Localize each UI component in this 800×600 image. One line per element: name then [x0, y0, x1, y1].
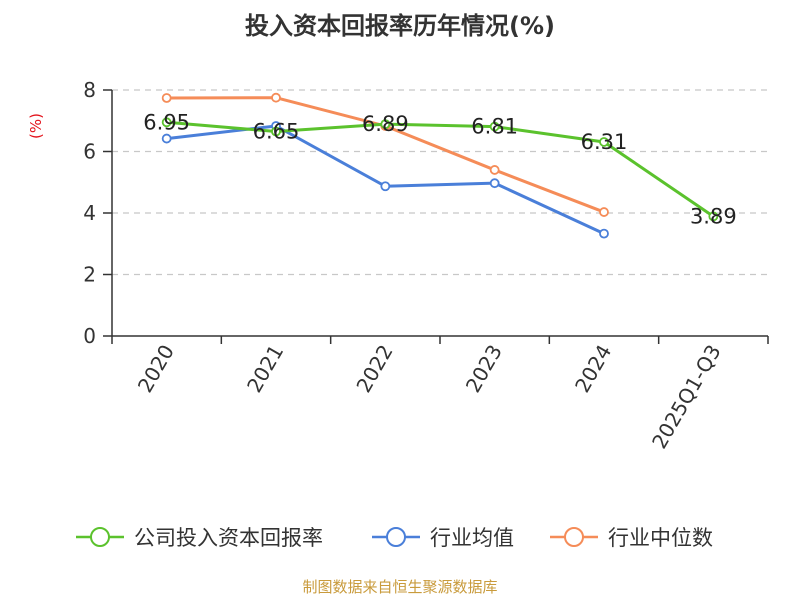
- data-point: [599, 137, 609, 147]
- data-label: 6.65: [253, 120, 300, 144]
- chart-title: 投入资本回报率历年情况(%): [245, 12, 555, 40]
- data-label: 6.31: [581, 130, 628, 154]
- legend-item: 公司投入资本回报率: [76, 526, 323, 550]
- y-tick-label: 4: [83, 201, 96, 225]
- data-label: 3.89: [690, 204, 737, 228]
- data-label: 6.95: [143, 110, 190, 134]
- legend-swatch-marker: [564, 527, 584, 547]
- data-point: [708, 211, 719, 222]
- data-label: 6.89: [362, 112, 409, 136]
- data-point: [489, 121, 500, 132]
- legend-item: 行业中位数: [550, 526, 713, 550]
- data-point: [271, 126, 281, 137]
- series-line: [166, 124, 605, 235]
- x-tick-label: 2025Q1-Q3: [647, 341, 726, 453]
- x-tick-label: 2022: [351, 341, 397, 397]
- x-tick-label: 2023: [461, 340, 507, 396]
- data-point: [161, 117, 172, 128]
- data-point: [599, 207, 609, 217]
- legend-item: 行业均值: [372, 526, 514, 550]
- data-point: [380, 181, 391, 192]
- y-tick-label: 0: [83, 324, 96, 348]
- series-line: [166, 120, 715, 218]
- x-tick-label: 2024: [570, 341, 616, 397]
- data-point: [380, 119, 391, 130]
- x-tick-label: 2020: [133, 341, 179, 397]
- y-tick-label: 6: [83, 140, 96, 164]
- legend-label: 行业均值: [430, 526, 514, 550]
- legend-label: 公司投入资本回报率: [134, 526, 323, 550]
- data-point: [489, 165, 500, 175]
- data-point: [161, 93, 172, 103]
- data-point: [489, 178, 500, 189]
- data-label: 6.81: [471, 115, 518, 139]
- x-tick-label: 2021: [242, 341, 288, 397]
- legend-swatch-marker: [90, 527, 110, 547]
- data-point: [599, 228, 609, 239]
- y-tick-label: 2: [83, 263, 96, 287]
- data-point: [161, 133, 172, 144]
- legend-swatch-marker: [386, 527, 406, 547]
- legend-label: 行业中位数: [608, 526, 713, 550]
- y-tick-label: 8: [83, 78, 96, 102]
- data-point: [271, 92, 281, 103]
- data-source-note: 制图数据来自恒生聚源数据库: [302, 578, 498, 596]
